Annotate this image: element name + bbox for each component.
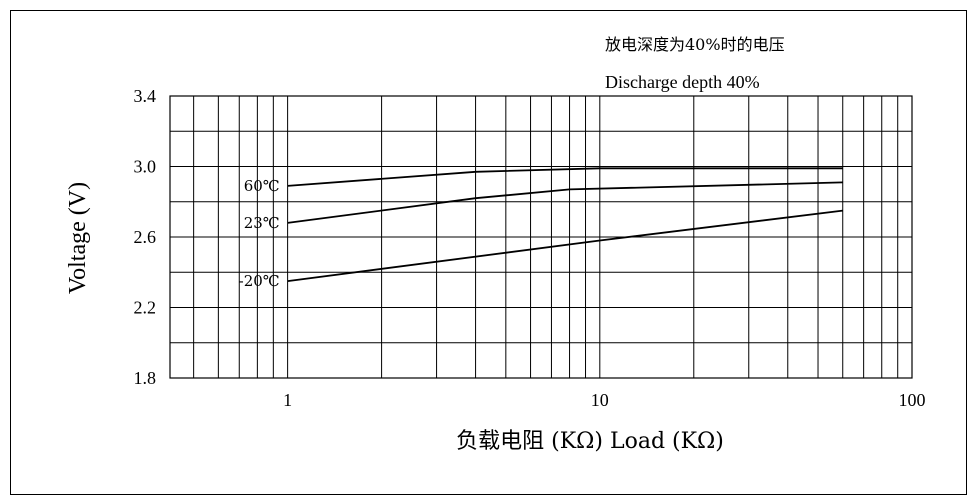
y-tick-label: 3.0 — [134, 157, 157, 177]
tick-labels: 1.8 2.2 2.6 3.0 3.4 1 10 100 — [134, 86, 926, 410]
series-line — [287, 167, 843, 187]
series-label: 23℃ — [244, 214, 280, 232]
series-line — [287, 209, 843, 282]
chart-title-cn: 放电深度为40%时的电压 — [605, 35, 785, 54]
grid — [169, 95, 913, 379]
y-tick-label: 2.6 — [134, 227, 157, 247]
series-label: -20℃ — [239, 272, 280, 290]
chart-frame — [10, 10, 967, 495]
series-label: 60℃ — [244, 177, 280, 195]
x-tick-label: 1 — [283, 390, 292, 410]
chart-title: Discharge depth 40% — [605, 72, 760, 92]
x-tick-label: 10 — [591, 390, 609, 410]
x-tick-label: 100 — [899, 390, 926, 410]
y-tick-label: 1.8 — [134, 368, 157, 388]
y-tick-label: 3.4 — [134, 86, 157, 106]
series-lines: 60℃ 23℃ -20℃ — [239, 167, 843, 290]
y-tick-label: 2.2 — [134, 298, 157, 318]
y-axis-label: Voltage (V) — [65, 182, 91, 294]
x-axis-label: 负载电阻 (KΩ) Load (KΩ) — [456, 429, 724, 454]
series-line — [287, 181, 843, 224]
